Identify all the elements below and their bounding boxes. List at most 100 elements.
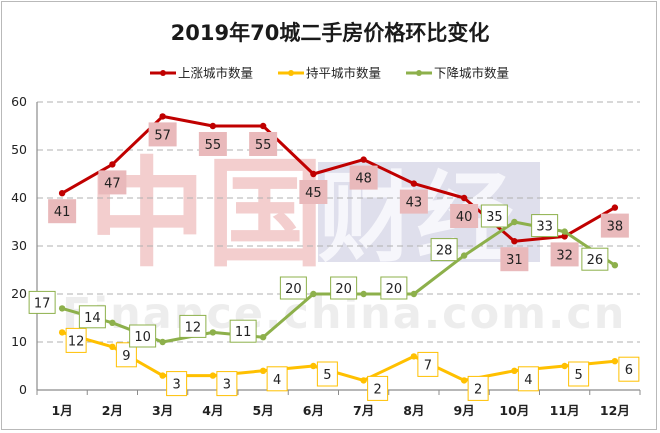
data-label-box — [450, 204, 479, 228]
data-label-text: 9 — [122, 349, 130, 364]
data-point — [511, 238, 518, 245]
data-label-text: 12 — [185, 320, 202, 335]
data-label-box — [148, 122, 177, 147]
data-label-box — [198, 132, 227, 156]
data-label: 3 — [216, 371, 238, 397]
data-point — [109, 319, 116, 326]
data-label-text: 17 — [34, 296, 51, 311]
data-label: 6 — [618, 356, 640, 382]
x-tick-label: 4月 — [202, 403, 223, 418]
data-point — [611, 358, 619, 365]
data-point — [611, 262, 619, 269]
x-tick-label: 3月 — [152, 403, 173, 418]
data-point — [209, 329, 217, 336]
data-label: 57 — [148, 122, 177, 147]
data-point — [109, 161, 116, 168]
data-label-text: 2 — [474, 382, 482, 397]
y-tick-label: 0 — [19, 382, 27, 397]
data-point — [561, 233, 568, 240]
data-label: 12 — [179, 314, 207, 338]
legend-marker — [288, 70, 294, 76]
data-point — [310, 362, 317, 370]
data-label-box — [249, 132, 278, 156]
y-tick-label: 10 — [11, 334, 27, 349]
data-label-text: 35 — [486, 210, 503, 225]
data-label-box — [216, 371, 238, 397]
data-label: 4 — [517, 366, 539, 392]
data-label-box — [266, 366, 288, 392]
data-label: 43 — [399, 189, 428, 214]
data-label-text: 12 — [68, 334, 85, 349]
x-tick-label: 6月 — [303, 403, 324, 418]
data-label: 20 — [380, 276, 408, 300]
data-label: 45 — [299, 180, 328, 204]
x-tick-label: 5月 — [253, 403, 274, 418]
data-label-text: 33 — [536, 220, 553, 235]
data-label-text: 5 — [574, 368, 582, 383]
data-label: 40 — [450, 204, 479, 228]
series-layer — [58, 113, 619, 384]
x-tick-label: 1月 — [52, 403, 73, 418]
data-label: 17 — [28, 290, 56, 314]
data-point — [360, 290, 367, 298]
data-point — [410, 180, 418, 187]
legend-label: 持平城市数量 — [306, 66, 381, 81]
data-label: 9 — [115, 342, 137, 368]
data-point — [58, 329, 66, 336]
data-label-text: 32 — [556, 248, 573, 263]
data-label: 7 — [417, 351, 439, 377]
y-tick-label: 50 — [11, 142, 27, 157]
watermark-logo: 中国 财经 Finance.china.com.cn — [62, 145, 624, 339]
data-label-box — [467, 375, 489, 401]
data-label-box — [399, 189, 428, 214]
data-label-text: 43 — [406, 196, 423, 211]
chart-title: 2019年70城二手房价格环比变化 — [171, 21, 490, 45]
y-tick-label: 60 — [11, 94, 27, 109]
data-label-text: 48 — [355, 172, 372, 187]
data-label-box — [568, 361, 590, 387]
data-point — [159, 113, 166, 120]
data-label-box — [229, 319, 257, 343]
data-label: 4 — [266, 366, 288, 392]
data-point — [310, 290, 317, 298]
data-label-box — [500, 247, 529, 272]
data-point — [259, 334, 267, 341]
data-point — [109, 343, 116, 350]
data-label: 35 — [480, 204, 508, 228]
data-label-text: 2 — [373, 382, 381, 397]
x-tick-label: 9月 — [454, 403, 475, 418]
watermark-logo-text: 中国 — [88, 145, 324, 283]
data-point — [209, 122, 217, 130]
data-label-box — [129, 324, 157, 348]
legend: 上涨城市数量 持平城市数量 下降城市数量 — [150, 66, 509, 81]
legend-marker — [416, 70, 422, 76]
y-tick-label: 30 — [11, 238, 27, 253]
data-label-text: 57 — [154, 128, 171, 143]
data-point — [460, 194, 468, 202]
data-point — [360, 377, 367, 384]
data-label-text: 4 — [273, 373, 281, 388]
data-label-text: 3 — [223, 378, 231, 393]
data-label: 20 — [279, 276, 307, 300]
data-label-text: 11 — [235, 325, 252, 340]
legend-item-3: 下降城市数量 — [406, 66, 509, 81]
y-tick-label: 20 — [11, 286, 27, 301]
data-label-box — [380, 276, 408, 300]
legend-item-2: 持平城市数量 — [278, 66, 381, 81]
data-label-box — [279, 276, 307, 300]
data-label: 26 — [581, 247, 609, 271]
data-point — [310, 170, 317, 178]
data-point — [58, 190, 66, 197]
data-point — [259, 367, 267, 374]
data-label: 5 — [316, 361, 338, 387]
data-label-box — [517, 366, 539, 392]
data-label: 2 — [367, 375, 389, 401]
data-point — [159, 372, 166, 379]
y-tick-label: 40 — [11, 190, 27, 205]
legend-label: 下降城市数量 — [434, 66, 509, 81]
data-label-text: 45 — [305, 186, 322, 201]
data-label-text: 47 — [104, 176, 121, 191]
data-label-box — [417, 351, 439, 377]
data-label-text: 31 — [506, 253, 523, 268]
